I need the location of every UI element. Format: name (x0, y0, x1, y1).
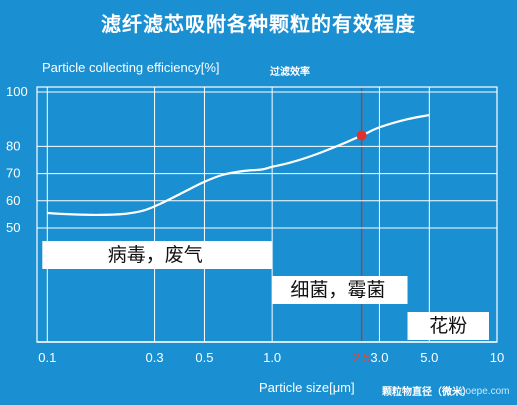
y-axis-label-cn: 过滤效率 (270, 67, 310, 78)
annotation-box (407, 312, 489, 340)
x-tick-label: 2.5 (353, 350, 371, 365)
x-tick-label: 0.1 (38, 350, 56, 365)
x-tick-label: 0.5 (195, 350, 213, 365)
x-axis-label: Particle size[μm] (259, 380, 355, 395)
highlight-marker (356, 130, 367, 141)
x-tick-label: 5.0 (420, 350, 438, 365)
y-tick-label: 60 (6, 193, 20, 208)
annotation-label: 花粉 (429, 315, 467, 337)
x-tick-label: 3.0 (370, 350, 388, 365)
x-tick-label: 1.0 (263, 350, 281, 365)
annotation-box (272, 276, 408, 304)
efficiency-curve (47, 114, 430, 217)
watermark: goepe.com (460, 386, 510, 397)
y-tick-label: 70 (6, 166, 20, 181)
y-tick-label: 50 (6, 220, 20, 235)
x-axis-label-cn: 颗粒物直径（微米） (382, 387, 472, 398)
annotation-label: 细菌，霉菌 (290, 279, 385, 301)
series (47, 114, 430, 217)
annotation-label: 病毒，废气 (108, 244, 203, 266)
y-axis-label: Particle collecting efficiency[%] (42, 60, 220, 75)
y-tick-label: 80 (6, 138, 20, 153)
annotation-box (42, 241, 273, 269)
chart-title: 滤纤滤芯吸附各种颗粒的有效程度 (101, 12, 416, 36)
x-tick-label: 0.3 (146, 350, 164, 365)
x-tick-label: 10 (490, 350, 504, 365)
axes (36, 86, 498, 343)
tick-labels: 0.1 0.3 0.5 1.0 2.5 3.0 5.0 10 50 60 70 80 100 (6, 84, 504, 365)
y-tick-label: 100 (6, 84, 28, 99)
